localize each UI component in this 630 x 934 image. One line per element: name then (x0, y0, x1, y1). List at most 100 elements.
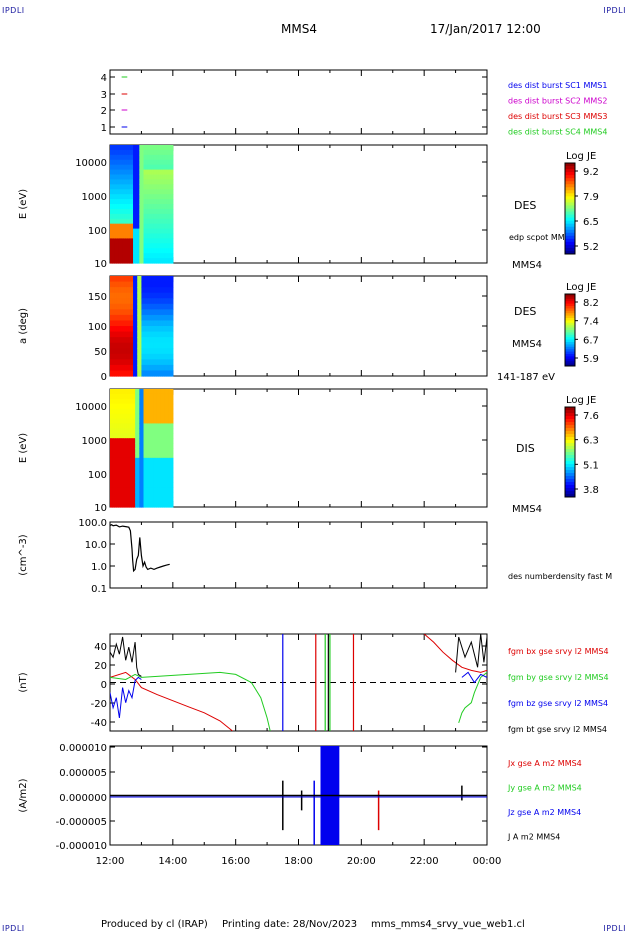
heatmap-cell (126, 276, 130, 283)
heatmap-cell (114, 348, 117, 355)
heatmap-cell (118, 492, 122, 498)
heatmap-cell (149, 276, 153, 283)
heatmap-cell (158, 174, 161, 181)
heatmap-cell (143, 238, 147, 244)
heatmap-cell (124, 467, 128, 474)
heatmap-cell (170, 179, 174, 185)
heatmap-cell (151, 337, 155, 344)
heatmap-cell (143, 423, 147, 429)
heatmap-cell (160, 370, 163, 377)
heatmap-cell (141, 199, 145, 205)
heatmap-cell (145, 370, 149, 377)
heatmap-cell (135, 248, 138, 254)
heatmap-cell (135, 423, 138, 429)
heatmap-cell (114, 452, 117, 459)
heatmap-cell (116, 258, 119, 264)
ytick-label: -0.000010 (56, 841, 107, 852)
heatmap-cell (126, 502, 130, 508)
heatmap-cell (130, 418, 134, 425)
heatmap-cell (141, 492, 145, 498)
heatmap-cell (170, 492, 174, 498)
heatmap-cell (135, 169, 138, 176)
heatmap-cell (170, 428, 174, 434)
heatmap-cell (147, 428, 151, 434)
heatmap-cell (141, 189, 145, 195)
heatmap-cell (145, 320, 149, 327)
heatmap-cell (141, 314, 145, 322)
xtick-label: 22:00 (410, 856, 439, 867)
heatmap-cell (145, 487, 149, 493)
heatmap-cell (151, 228, 155, 235)
heatmap-cell (156, 353, 159, 360)
heatmap-cell (168, 438, 172, 444)
heatmap-cell (118, 448, 122, 454)
heatmap-cell (162, 208, 166, 215)
heatmap-cell (164, 502, 168, 508)
heatmap-cell (166, 213, 170, 220)
heatmap-cell (160, 258, 163, 264)
heatmap-cell (122, 389, 126, 395)
heatmap-cell (149, 337, 153, 344)
heatmap-cell (116, 164, 119, 171)
heatmap-cell (128, 502, 132, 508)
heatmap-cell (133, 337, 136, 344)
heatmap-cell (145, 314, 149, 322)
heatmap-cell (118, 213, 122, 220)
heatmap-cell (126, 314, 130, 322)
heatmap-cell (158, 233, 161, 240)
heatmap-cell (130, 298, 134, 305)
heatmap-cell (151, 462, 155, 469)
heatmap-cell (160, 413, 163, 420)
heatmap-cell (118, 179, 122, 185)
heatmap-cell (124, 276, 128, 283)
heatmap-cell (118, 370, 122, 377)
heatmap-cell (147, 408, 151, 415)
ytick-label: 10 (94, 259, 107, 270)
heatmap-cell (116, 223, 119, 230)
heatmap-cell (156, 342, 159, 349)
heatmap-cell (141, 389, 145, 395)
heatmap-cell (164, 364, 168, 372)
heatmap-cell (124, 204, 128, 210)
heatmap-cell (122, 348, 126, 355)
heatmap-cell (147, 359, 151, 366)
heatmap-cell (128, 314, 132, 322)
ytick-label: 0.000000 (59, 793, 107, 804)
heatmap-cell (151, 276, 155, 283)
heatmap-cell (153, 164, 157, 171)
colorbar-frame (564, 293, 576, 367)
heatmap-cell (156, 298, 159, 305)
heatmap-cell (110, 370, 113, 377)
heatmap-cell (149, 145, 153, 151)
heatmap-cell (149, 457, 153, 464)
heatmap-cell (124, 213, 128, 220)
heatmap-cell (156, 253, 159, 259)
colorbar-frame (564, 162, 576, 255)
heatmap-cell (118, 337, 122, 344)
heatmap-cell (153, 208, 157, 215)
heatmap-cell (164, 233, 168, 240)
heatmap-cell (137, 204, 140, 210)
heatmap-cell (166, 433, 170, 439)
heatmap-cell (120, 497, 124, 503)
heatmap-cell (120, 353, 124, 360)
legend-entry: Jx gse A m2 MMS4 (507, 759, 582, 768)
heatmap-cell (120, 281, 124, 288)
heatmap-cell (162, 287, 166, 294)
heatmap-cell (133, 233, 136, 240)
heatmap-cell (118, 149, 122, 156)
heatmap-cell (158, 472, 161, 479)
heatmap-cell (122, 462, 126, 469)
heatmap-cell (147, 433, 151, 439)
heatmap-cell (118, 292, 122, 299)
colorbar-tick-label: 6.3 (583, 436, 599, 447)
heatmap-cell (116, 492, 119, 498)
heatmap-cell (153, 248, 157, 254)
heatmap-cell (133, 408, 136, 415)
heatmap-cell (118, 326, 122, 333)
heatmap-cell (130, 462, 134, 469)
colorbar-segment (565, 407, 575, 411)
heatmap-cell (143, 213, 147, 220)
heatmap-cell (130, 281, 134, 288)
heatmap-cell (160, 438, 163, 444)
